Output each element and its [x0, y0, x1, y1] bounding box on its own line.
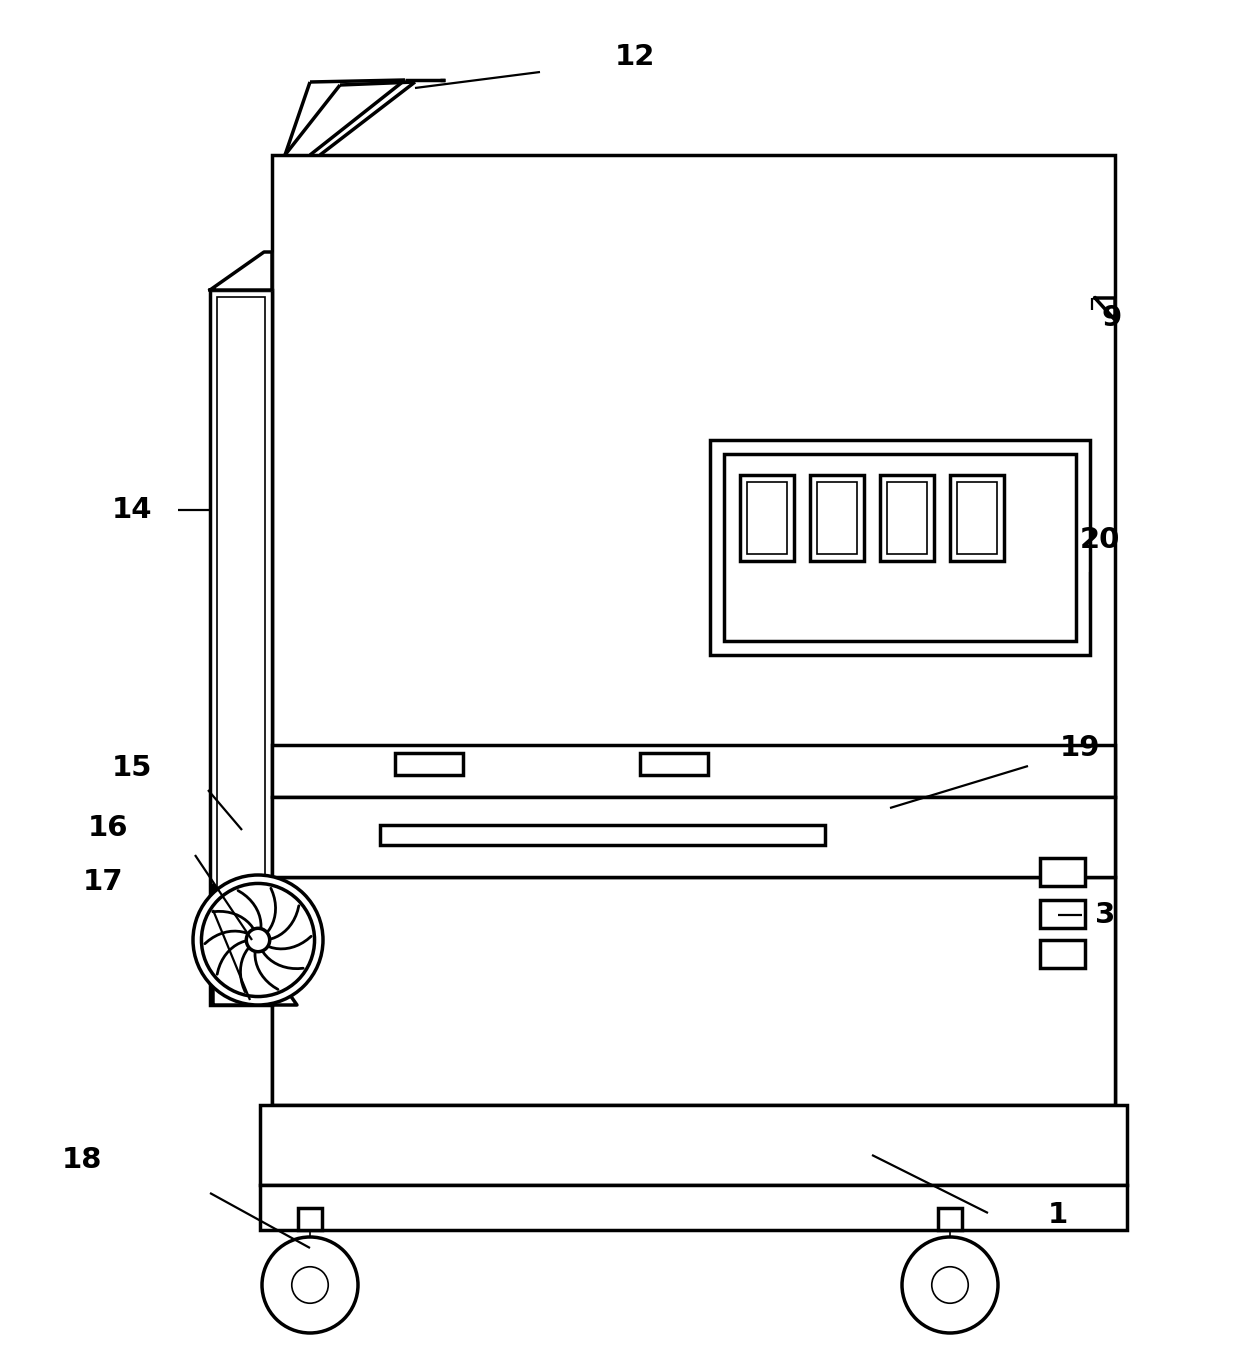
Circle shape	[291, 1267, 329, 1304]
Text: 3: 3	[1095, 901, 1115, 930]
Text: 16: 16	[88, 814, 128, 842]
Circle shape	[262, 1237, 358, 1332]
Circle shape	[193, 875, 322, 1004]
Text: 19: 19	[1060, 734, 1100, 762]
Bar	[746, 482, 787, 554]
Bar	[640, 753, 708, 774]
Polygon shape	[1095, 298, 1115, 320]
Bar	[957, 482, 997, 554]
Circle shape	[247, 928, 270, 951]
Bar	[880, 475, 934, 561]
Bar	[817, 482, 857, 554]
Bar	[937, 1209, 962, 1230]
Bar	[272, 744, 1115, 798]
Text: 9: 9	[1102, 304, 1122, 332]
Bar	[887, 482, 928, 554]
Bar	[272, 798, 1115, 876]
Bar	[1040, 900, 1085, 928]
Circle shape	[901, 1237, 998, 1332]
Bar	[298, 1209, 322, 1230]
Bar	[740, 475, 794, 561]
Bar	[217, 297, 265, 998]
Bar	[724, 455, 1076, 641]
Text: 1: 1	[1048, 1200, 1068, 1229]
Bar	[810, 475, 864, 561]
Bar	[272, 155, 1115, 1105]
Bar	[379, 825, 825, 845]
Text: 20: 20	[1080, 525, 1120, 554]
Text: 17: 17	[83, 868, 123, 896]
Text: 15: 15	[112, 754, 153, 783]
Text: 18: 18	[62, 1146, 102, 1175]
Bar	[950, 475, 1004, 561]
Circle shape	[931, 1267, 968, 1304]
Bar	[210, 290, 272, 1004]
Bar	[260, 1105, 1127, 1185]
Circle shape	[201, 883, 315, 996]
Bar	[260, 1185, 1127, 1230]
Bar	[1040, 857, 1085, 886]
Text: 14: 14	[112, 495, 153, 524]
Bar	[1040, 940, 1085, 968]
Polygon shape	[210, 252, 272, 290]
Bar	[396, 753, 463, 774]
Bar	[272, 876, 1115, 1105]
Polygon shape	[213, 885, 298, 1004]
Bar	[711, 440, 1090, 655]
Text: 12: 12	[615, 44, 655, 71]
